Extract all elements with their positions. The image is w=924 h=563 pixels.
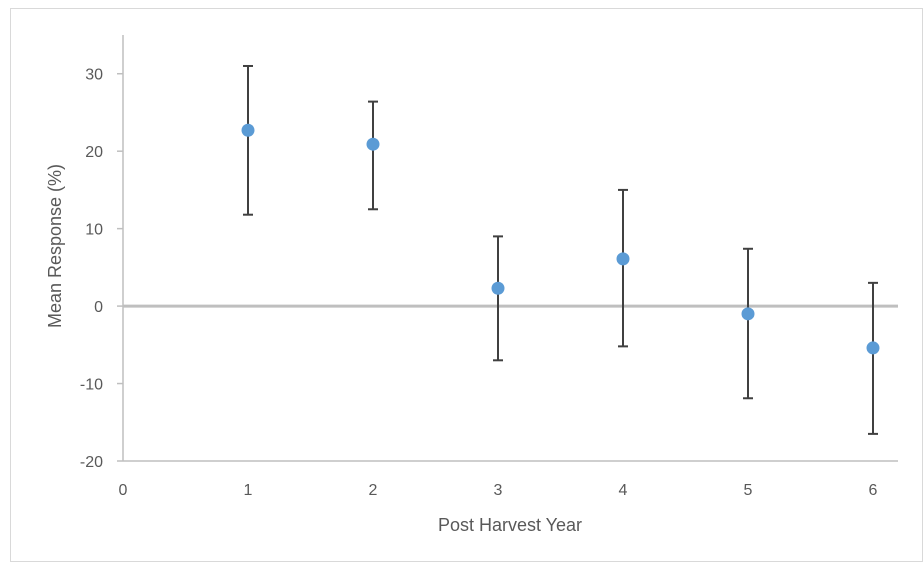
error-bars [243,64,878,435]
data-point [491,281,505,295]
x-tick-label: 6 [869,482,878,499]
x-tick-label: 2 [369,482,378,499]
y-tick-label: 10 [85,222,103,239]
x-tick-label: 4 [619,482,628,499]
data-point [241,123,255,137]
x-tick-label: 3 [494,482,503,499]
x-tick-label: 1 [244,482,253,499]
data-point [866,341,880,355]
x-tick-label: 0 [119,482,128,499]
error-bar [493,235,503,362]
error-bar [368,100,378,211]
error-bar [618,188,628,348]
y-tick-label: -10 [80,377,103,394]
y-tick-label: 0 [94,299,103,316]
data-points [241,123,880,355]
chart-area [10,8,923,562]
y-tick-label: -20 [80,454,103,471]
error-bar [243,64,253,216]
y-tick-label: 30 [85,67,103,84]
data-point [366,137,380,151]
x-axis: 0 1 2 3 4 5 6 [119,460,898,499]
error-bar [743,247,753,400]
y-axis-title: Mean Response (%) [45,164,65,328]
x-axis-title: Post Harvest Year [438,515,582,535]
y-tick-label: 20 [85,144,103,161]
error-bar [868,281,878,435]
y-axis: 30 20 10 0 -10 -20 [80,35,124,471]
x-tick-label: 5 [744,482,753,499]
data-point [741,307,755,321]
data-point [616,252,630,266]
